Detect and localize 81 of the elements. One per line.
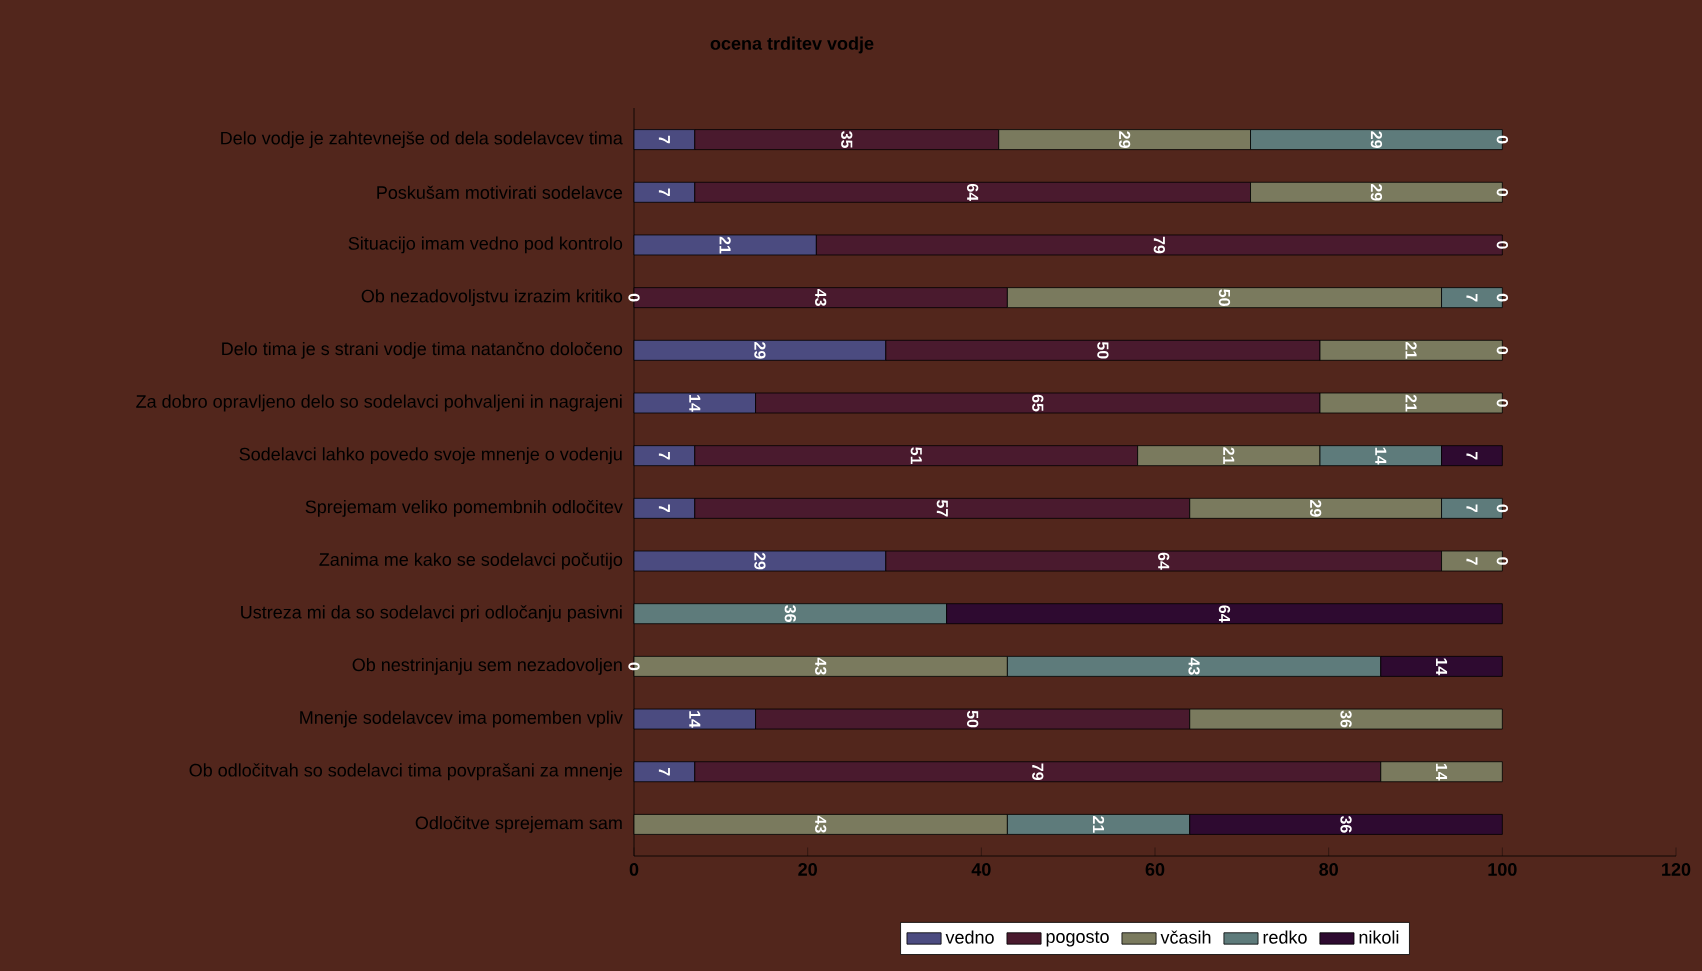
y-tick-label: Zanima me kako se sodelavci počutijo <box>319 552 623 570</box>
data-label: 29 <box>1370 183 1383 201</box>
data-label: 7 <box>1466 504 1478 513</box>
data-label: 14 <box>1436 763 1448 781</box>
data-label: 50 <box>1097 341 1109 359</box>
data-label: 7 <box>658 504 670 513</box>
data-label: 0 <box>1496 188 1508 197</box>
data-label: 0 <box>1496 346 1508 355</box>
data-label: 0 <box>1496 241 1508 249</box>
data-label: 21 <box>1092 816 1105 833</box>
data-label: 14 <box>689 711 701 728</box>
data-label: 21 <box>1405 394 1417 412</box>
data-label: 64 <box>1218 605 1231 623</box>
data-label: 0 <box>1496 293 1508 302</box>
x-tick-label: 80 <box>1319 863 1338 876</box>
x-tick-label: 60 <box>1145 863 1165 876</box>
annotation: 0 <box>628 662 640 671</box>
y-tick-label: Ob nezadovoljstvu izrazim kritiko <box>361 289 623 307</box>
data-label: 36 <box>1340 815 1352 833</box>
annotation: 0 <box>628 293 640 302</box>
data-label: 36 <box>1340 710 1352 728</box>
data-label: 29 <box>754 552 766 570</box>
legend-label: vedno <box>945 930 994 944</box>
data-label: 50 <box>966 710 979 728</box>
data-label: 29 <box>754 341 766 359</box>
chart-title: ocena trditev vodje <box>710 36 874 54</box>
data-label: 43 <box>815 815 827 833</box>
data-label: 7 <box>658 135 670 144</box>
y-tick-label: Delo vodje je zahtevnejše od dela sodelavcev tima <box>221 131 623 149</box>
legend-label: nikoli <box>1359 930 1399 944</box>
data-label: 79 <box>1032 763 1044 781</box>
y-tick-label: Delo tima je s strani vodje tima natančno določeno <box>222 341 623 359</box>
data-label: 64 <box>966 183 979 202</box>
data-label: 29 <box>1309 500 1322 517</box>
data-label: 0 <box>1496 557 1508 565</box>
data-label: 7 <box>1466 451 1478 460</box>
x-tick-label: 40 <box>971 863 991 876</box>
data-label: 7 <box>1466 557 1478 565</box>
y-tick-label: Odločitve sprejemam sam <box>415 815 622 833</box>
y-tick-label: Ob nestrinjanju sem nezadovoljen <box>352 657 622 675</box>
data-label: 36 <box>784 605 796 623</box>
data-label: 7 <box>658 188 670 197</box>
data-label: 7 <box>658 451 670 460</box>
data-label: 50 <box>1218 289 1231 306</box>
data-label: 57 <box>936 499 948 517</box>
y-tick-label: Ustreza mi da so sodelavci pri odločanju pasivni <box>241 605 622 623</box>
data-label: 7 <box>658 767 670 776</box>
data-label: 35 <box>841 131 853 149</box>
data-label: 64 <box>1158 552 1170 570</box>
x-tick-label: 100 <box>1488 863 1517 876</box>
data-label: 51 <box>910 447 922 465</box>
x-tick-label: 120 <box>1662 863 1691 876</box>
data-label: 65 <box>1032 394 1044 412</box>
data-label: 29 <box>1370 131 1383 148</box>
legend-label: pogosto <box>1046 931 1109 947</box>
y-tick-label: Situacijo imam vedno pod kontrolo <box>348 236 623 254</box>
data-label: 43 <box>815 288 827 306</box>
y-tick-label: Za dobro opravljeno delo so sodelavci pohvaljeni in nagrajeni <box>136 394 622 412</box>
x-tick-label: 0 <box>629 863 639 876</box>
y-tick-label: Ob odločitvah so sodelavci tima povprašani za mnenje <box>189 763 623 781</box>
legend-label: včasih <box>1160 930 1211 944</box>
data-label: 0 <box>1496 399 1508 407</box>
data-label: 0 <box>1496 135 1508 144</box>
data-label: 14 <box>1375 447 1387 465</box>
y-tick-label: Mnenje sodelavcev ima pomemben vpliv <box>300 710 623 728</box>
data-label: 43 <box>1188 657 1200 675</box>
data-label: 79 <box>1153 236 1166 254</box>
data-label: 14 <box>1436 658 1448 676</box>
y-tick-label: Sprejemam veliko pomembnih odločitev <box>305 499 623 517</box>
data-label: 21 <box>719 236 731 254</box>
data-label: 0 <box>1496 504 1508 513</box>
data-label: 7 <box>1466 293 1478 302</box>
data-label: 21 <box>1223 447 1235 465</box>
data-label: 29 <box>1118 131 1131 148</box>
y-tick-label: Sodelavci lahko povedo svoje mnenje o vodenju <box>239 447 622 465</box>
data-label: 43 <box>815 657 827 675</box>
legend-label: redko <box>1263 930 1307 944</box>
data-label: 14 <box>689 395 701 412</box>
x-tick-label: 20 <box>798 863 817 876</box>
y-tick-label: Poskušam motivirati sodelavce <box>377 185 623 199</box>
data-label: 21 <box>1405 341 1417 359</box>
